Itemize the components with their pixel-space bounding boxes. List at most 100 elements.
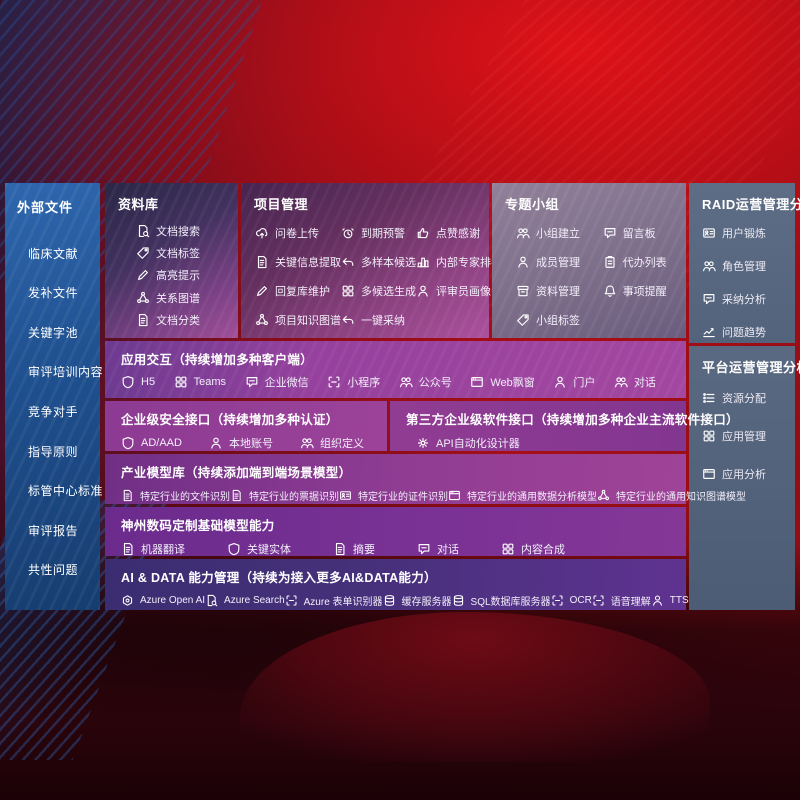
network-icon [597, 489, 610, 502]
security-interface-band: 企业级安全接口（持续增加多种认证） AD/AAD 本地账号 组织定义 [105, 401, 387, 451]
list-item: 项目知识图谱 [255, 312, 341, 328]
id-card-icon [339, 489, 352, 502]
special-group-panel: 专题小组 小组建立 成员管理 资料管理 小组标签 留言板 代办列表 事项提醒 [492, 183, 686, 338]
panel-title: 资料库 [118, 197, 159, 212]
item-label: 组织定义 [319, 438, 364, 450]
list-item: TTS [651, 594, 689, 607]
list-item: 摘要 [333, 541, 375, 557]
item-label: 事项提醒 [622, 285, 667, 298]
person-icon [553, 375, 567, 389]
item-label: 特定行业的通用数据分析模型 [467, 492, 597, 503]
list-item: 文档搜索 [136, 223, 238, 239]
doc-icon [230, 489, 243, 502]
platform-list: 资源分配 应用管理 应用分析 [689, 380, 795, 482]
item-label: TTS [669, 595, 689, 606]
grid-icon [501, 542, 515, 556]
item-label: 摘要 [353, 544, 375, 556]
item-label: 对话 [437, 544, 459, 556]
person-icon [516, 255, 530, 269]
list-item: 资源分配 [702, 390, 795, 406]
item-label: 语音理解 [610, 597, 651, 608]
item-label: H5 [141, 376, 156, 388]
list-item: 高亮提示 [136, 267, 238, 283]
item-label: API自动化设计器 [436, 438, 520, 450]
item-label: 文档搜索 [156, 226, 200, 239]
list-item: 特定行业的证件识别 [339, 488, 448, 503]
app-interaction-band: 应用交互（持续增加多种客户端） H5 Teams 企业微信 小程序 公众号 We… [105, 341, 686, 398]
raid-list: 用户锻炼 角色管理 采纳分析 问题趋势 [689, 217, 795, 340]
grid-icon [702, 429, 716, 443]
list-item: 多样本候选 [341, 254, 416, 270]
brackets-icon [551, 594, 564, 607]
list-item: 组织定义 [300, 435, 364, 451]
list-item: 特定行业的通用数据分析模型 [448, 488, 597, 503]
list-item: Azure Open AI [121, 594, 205, 607]
list-item: 角色管理 [702, 258, 795, 274]
sidebar-item: 共性问题 [28, 563, 79, 578]
list-item: 特定行业的票据识别 [230, 488, 339, 503]
people-icon [702, 259, 716, 273]
list-item: 到期预警 [341, 225, 416, 241]
item-label: 高亮提示 [156, 270, 200, 283]
item-label: 内容合成 [521, 544, 565, 556]
item-label: OCR [569, 595, 592, 606]
item-label: SQL数据库服务器 [470, 597, 551, 608]
list-item: 留言板 [603, 225, 680, 241]
item-label: 点赞感谢 [436, 228, 480, 241]
person-icon [416, 284, 430, 298]
group-list: 小组建立 成员管理 资料管理 小组标签 留言板 代办列表 事项提醒 [492, 217, 686, 342]
item-label: 内部专家排名 [436, 257, 502, 270]
external-files-panel: 外部文件 临床文献 发补文件 关键字池 审评培训内容 竞争对手 指导原则 标管中… [5, 183, 104, 610]
sidebar-item: 审评报告 [28, 523, 79, 538]
sidebar-item: 标管中心标准 [28, 484, 104, 499]
shield-icon [227, 542, 241, 556]
item-label: 多样本候选 [361, 257, 416, 270]
grid-icon [341, 284, 355, 298]
cloud-upload-icon [255, 226, 269, 240]
people-icon [399, 375, 413, 389]
item-label: Azure Search [224, 595, 285, 606]
item-label: 采纳分析 [722, 294, 766, 306]
item-label: 到期预警 [361, 228, 405, 241]
doc-icon [255, 255, 269, 269]
list-item: 关键信息提取 [255, 254, 341, 270]
sidebar-list: 临床文献 发补文件 关键字池 审评培训内容 竞争对手 指导原则 标管中心标准 审… [5, 222, 104, 601]
window-icon [448, 489, 461, 502]
list-item: Azure Search [205, 594, 285, 607]
item-label: 关系图谱 [156, 292, 200, 305]
chat-icon [417, 542, 431, 556]
item-label: 资料管理 [536, 285, 580, 298]
list-item: 缓存服务器 [383, 593, 452, 608]
doc-icon [121, 542, 135, 556]
item-label: 应用分析 [722, 469, 766, 481]
list-item: 多候选生成 [341, 283, 416, 299]
clipboard-icon [603, 255, 617, 269]
list-item: 问卷上传 [255, 225, 341, 241]
list-item: 成员管理 [516, 254, 603, 270]
list-item: 语音理解 [592, 593, 651, 608]
chat-icon [702, 292, 716, 306]
band-title: 神州数码定制基础模型能力 [121, 519, 275, 533]
list-item: 企业微信 [245, 374, 309, 390]
item-label: 文档标签 [156, 248, 200, 261]
item-label: 机器翻译 [141, 544, 185, 556]
chat-icon [245, 375, 259, 389]
item-label: 本地账号 [228, 438, 273, 450]
band-items: 特定行业的文件识别 特定行业的票据识别 特定行业的证件识别 特定行业的通用数据分… [105, 481, 746, 503]
arrow-icon [341, 313, 355, 327]
archive-icon [516, 284, 530, 298]
item-label: Teams [193, 376, 227, 388]
list-item: 一键采纳 [341, 312, 416, 328]
project-management-panel: 项目管理 问卷上传 关键信息提取 回复库维护 项目知识图谱 到期预警 多样本候选… [241, 183, 502, 338]
ranking-icon [416, 255, 430, 269]
item-label: 留言板 [622, 228, 656, 241]
item-label: 问题趋势 [722, 327, 766, 339]
person-icon [651, 594, 664, 607]
list-item: 事项提醒 [603, 283, 680, 299]
item-label: 特定行业的通用知识图谱模型 [616, 492, 746, 503]
sidebar-item: 指导原则 [28, 444, 79, 459]
base-model-band: 神州数码定制基础模型能力 机器翻译 关键实体 摘要 对话 内容合成 [105, 507, 686, 556]
band-title: 企业级安全接口（持续增加多种认证） [121, 413, 339, 427]
item-label: 项目知识图谱 [275, 314, 341, 327]
